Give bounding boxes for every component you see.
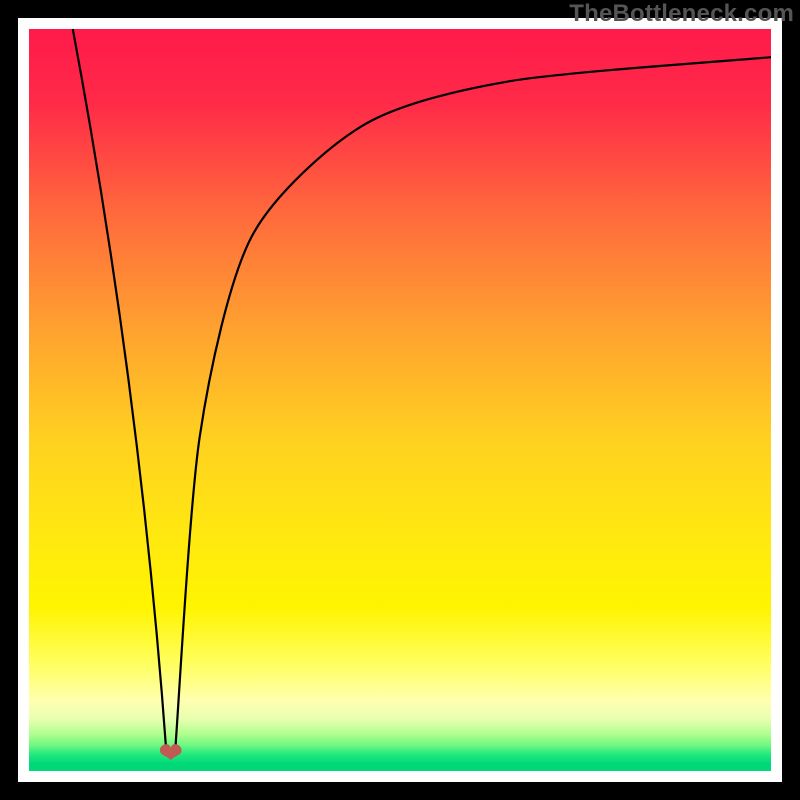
chart-svg [0, 0, 800, 800]
watermark-text: TheBottleneck.com [569, 0, 794, 28]
bottleneck-chart: TheBottleneck.com [0, 0, 800, 800]
